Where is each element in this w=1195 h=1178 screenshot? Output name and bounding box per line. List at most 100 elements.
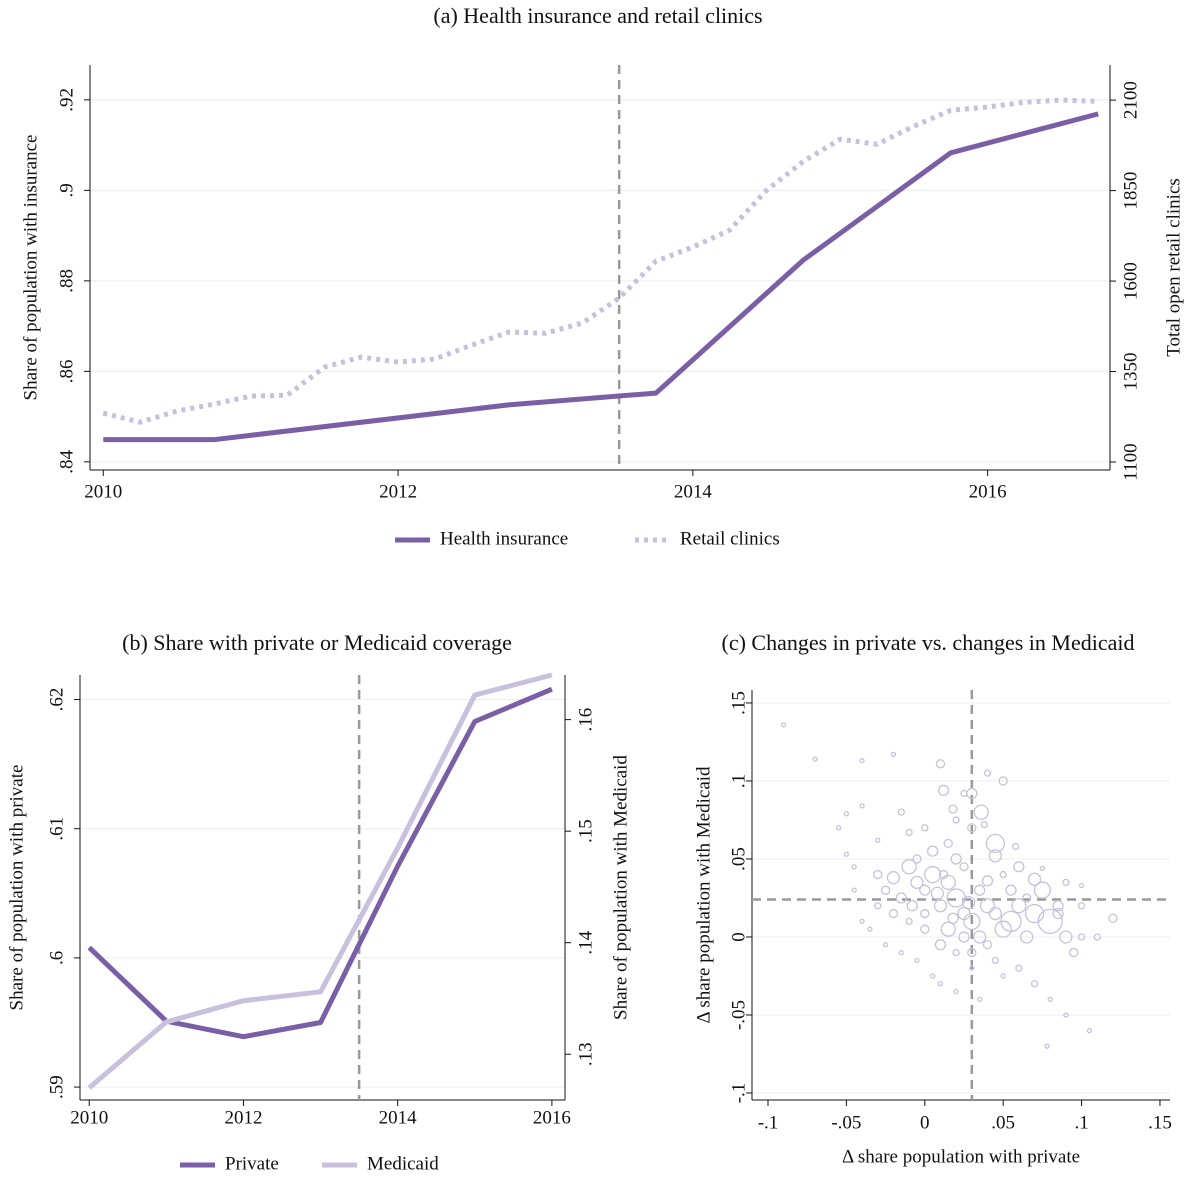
y-tick-label: .61 bbox=[46, 817, 67, 841]
scatter-point bbox=[963, 912, 981, 931]
scatter-point bbox=[1037, 908, 1063, 935]
scatter-point bbox=[953, 988, 959, 995]
x-tick-label: -.05 bbox=[831, 1112, 861, 1133]
y-tick-label: .84 bbox=[56, 449, 77, 473]
scatter-point bbox=[959, 862, 969, 872]
scatter-point bbox=[882, 942, 889, 948]
scatter-point bbox=[1013, 861, 1025, 873]
y2-axis-label: Total open retail clinics bbox=[1163, 178, 1184, 357]
scatter-point bbox=[843, 851, 850, 857]
y-tick-label: 0 bbox=[728, 932, 749, 942]
y-tick-label: .92 bbox=[56, 88, 77, 112]
scatter-point bbox=[1039, 865, 1046, 871]
scatter-point bbox=[940, 921, 956, 937]
scatter-point bbox=[938, 869, 949, 880]
y-tick-label: .59 bbox=[46, 1075, 67, 1099]
scatter-point bbox=[867, 926, 873, 932]
scatter-point bbox=[1012, 842, 1020, 851]
scatter-point bbox=[960, 789, 968, 798]
scatter-point bbox=[950, 853, 962, 865]
series-line bbox=[102, 97, 1099, 425]
scatter-point bbox=[980, 820, 989, 829]
scatter-point bbox=[994, 920, 1012, 938]
scatter-point bbox=[999, 870, 1007, 879]
y2-axis-label: Share of population with Medicaid bbox=[610, 755, 631, 1020]
scatter-point bbox=[979, 898, 996, 914]
scatter-point bbox=[1059, 930, 1073, 944]
scatter-point bbox=[973, 804, 989, 820]
y-tick-label: .05 bbox=[728, 847, 749, 871]
scatter-point bbox=[905, 828, 913, 837]
scatter-point bbox=[843, 811, 850, 817]
scatter-point bbox=[958, 931, 970, 943]
scatter-point bbox=[947, 912, 959, 924]
scatter-point bbox=[977, 996, 983, 1003]
scatter-point bbox=[985, 833, 1005, 854]
scatter-point bbox=[1022, 893, 1032, 903]
scatter-point bbox=[873, 869, 883, 880]
scatter-point bbox=[1086, 1027, 1093, 1034]
scatter-point bbox=[967, 947, 977, 958]
scatter-point bbox=[781, 722, 787, 728]
series-line bbox=[87, 686, 553, 1040]
scatter-point bbox=[1078, 882, 1085, 889]
scatter-point bbox=[1069, 947, 1079, 958]
scatter-point bbox=[1108, 913, 1118, 923]
scatter-point bbox=[934, 939, 947, 951]
x-tick-label: 0 bbox=[920, 1112, 930, 1133]
y-axis-label: Δ share population with Medicaid bbox=[693, 766, 714, 1024]
scatter-point bbox=[935, 759, 946, 769]
scatter-point bbox=[998, 776, 1008, 786]
y-tick-label: .86 bbox=[56, 359, 77, 383]
series-line bbox=[103, 111, 1099, 443]
x-tick-label: .15 bbox=[1148, 1112, 1172, 1133]
chart-title: (c) Changes in private vs. changes in Me… bbox=[722, 630, 1135, 655]
scatter-point bbox=[888, 908, 899, 919]
scatter-point bbox=[905, 917, 913, 926]
scatter-point bbox=[1052, 900, 1064, 912]
scatter-point bbox=[940, 874, 956, 891]
y2-tick-label: .16 bbox=[575, 708, 596, 732]
scatter-point bbox=[943, 838, 953, 849]
scatter-point bbox=[1063, 1012, 1069, 1018]
legend-label: Private bbox=[225, 1153, 279, 1174]
y2-tick-label: .15 bbox=[575, 819, 596, 843]
chart-title: (b) Share with private or Medicaid cover… bbox=[122, 630, 512, 655]
scatter-point bbox=[988, 849, 1002, 863]
x-tick-label: 2016 bbox=[969, 481, 1007, 502]
y-tick-label: .6 bbox=[46, 951, 67, 965]
y-tick-label: .1 bbox=[728, 774, 749, 788]
chart-title: (a) Health insurance and retail clinics bbox=[433, 3, 762, 28]
x-tick-label: 2014 bbox=[674, 481, 713, 502]
scatter-point bbox=[1052, 907, 1064, 920]
scatter-point bbox=[1062, 878, 1070, 887]
scatter-point bbox=[1093, 933, 1101, 941]
scatter-point bbox=[982, 940, 993, 950]
y-tick-label: -.1 bbox=[728, 1083, 749, 1104]
scatter-point bbox=[974, 884, 986, 896]
scatter-point bbox=[880, 885, 891, 895]
scatter-point bbox=[897, 808, 905, 816]
y-tick-label: .15 bbox=[728, 691, 749, 715]
y-tick-label: .9 bbox=[56, 183, 77, 197]
scatter-point bbox=[948, 804, 958, 814]
x-tick-label: 2012 bbox=[379, 481, 417, 502]
scatter-point bbox=[812, 756, 818, 762]
x-tick-label: 2014 bbox=[379, 1107, 418, 1128]
scatter-point bbox=[973, 930, 987, 944]
series-line bbox=[87, 672, 553, 1090]
scatter-point bbox=[1005, 884, 1017, 896]
scatter-point bbox=[851, 864, 857, 870]
scatter-point bbox=[1033, 881, 1052, 899]
scatter-point bbox=[912, 854, 922, 864]
scatter-point bbox=[859, 803, 865, 809]
scatter-point bbox=[1027, 872, 1042, 886]
scatter-point bbox=[895, 892, 907, 904]
scatter-point bbox=[1011, 898, 1027, 914]
scatter-point bbox=[906, 900, 918, 912]
scatter-point bbox=[1077, 902, 1086, 910]
scatter-point bbox=[952, 948, 960, 957]
legend-label: Health insurance bbox=[440, 528, 568, 549]
scatter-point bbox=[1044, 1043, 1050, 1049]
y2-tick-label: 1350 bbox=[1120, 353, 1141, 391]
